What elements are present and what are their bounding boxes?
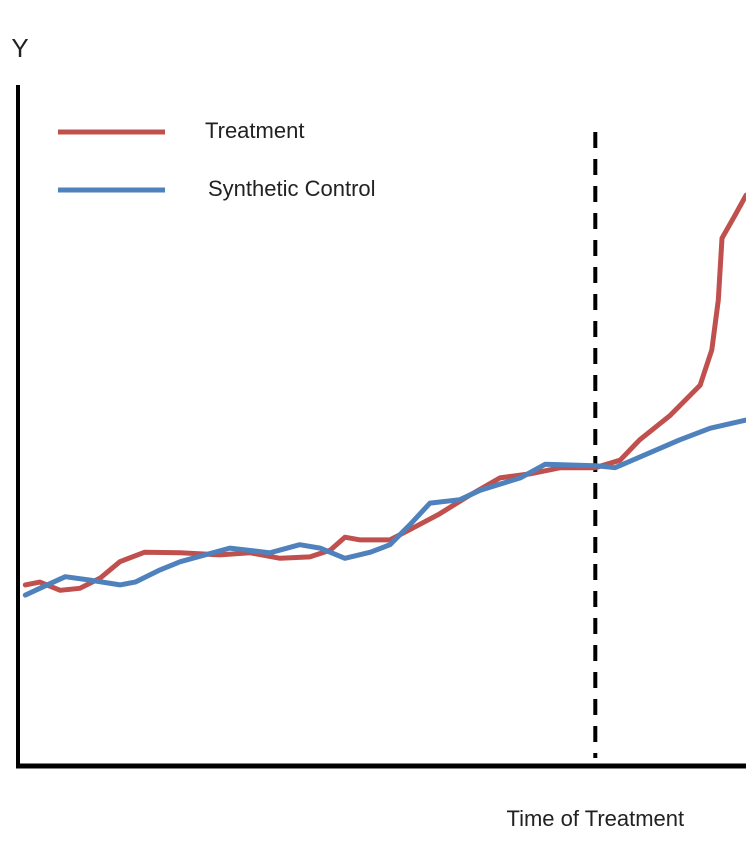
x-axis-label: Time of Treatment — [506, 806, 684, 831]
series-line — [22, 192, 746, 593]
series-line — [22, 417, 746, 598]
y-axis-label: Y — [11, 33, 28, 63]
legend-label: Synthetic Control — [208, 176, 376, 201]
legend-label: Treatment — [205, 118, 304, 143]
